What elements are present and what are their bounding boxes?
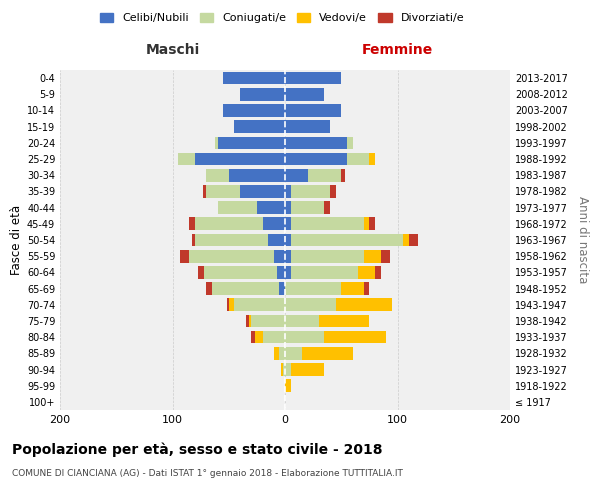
Bar	[285, 120, 330, 133]
Bar	[195, 218, 263, 230]
Bar	[215, 136, 218, 149]
Bar	[249, 314, 251, 328]
Bar	[285, 169, 308, 181]
Bar	[302, 347, 353, 360]
Bar	[203, 185, 206, 198]
Bar	[254, 331, 263, 344]
Bar	[290, 234, 403, 246]
Bar	[285, 363, 290, 376]
Bar	[380, 250, 389, 262]
Bar	[204, 266, 277, 278]
Bar	[285, 202, 290, 214]
Bar	[290, 363, 325, 376]
Bar	[330, 185, 335, 198]
Bar	[218, 202, 257, 214]
Bar	[199, 266, 204, 278]
Bar	[285, 234, 290, 246]
Bar	[347, 152, 370, 166]
Bar	[178, 152, 195, 166]
Bar	[281, 363, 283, 376]
Bar	[325, 202, 330, 214]
Bar	[325, 331, 386, 344]
Bar	[181, 250, 190, 262]
Bar	[290, 185, 330, 198]
Bar	[235, 298, 285, 311]
Bar	[223, 72, 285, 85]
Bar	[285, 72, 341, 85]
Bar	[240, 185, 285, 198]
Bar	[245, 314, 249, 328]
Bar	[212, 282, 280, 295]
Text: Popolazione per età, sesso e stato civile - 2018: Popolazione per età, sesso e stato civil…	[12, 442, 383, 457]
Bar	[229, 298, 235, 311]
Bar	[370, 218, 375, 230]
Bar	[223, 104, 285, 117]
Bar	[285, 266, 290, 278]
Bar	[195, 234, 268, 246]
Y-axis label: Fasce di età: Fasce di età	[10, 205, 23, 275]
Bar	[285, 250, 290, 262]
Text: Maschi: Maschi	[145, 43, 200, 57]
Bar	[285, 185, 290, 198]
Bar	[240, 88, 285, 101]
Bar	[375, 266, 380, 278]
Bar	[268, 234, 285, 246]
Bar	[263, 218, 285, 230]
Bar	[285, 104, 341, 117]
Bar	[403, 234, 409, 246]
Bar	[285, 152, 347, 166]
Bar	[285, 314, 319, 328]
Bar	[409, 234, 418, 246]
Bar	[347, 136, 353, 149]
Bar	[285, 347, 302, 360]
Bar	[364, 218, 370, 230]
Bar	[218, 136, 285, 149]
Bar	[195, 152, 285, 166]
Bar	[308, 169, 341, 181]
Bar	[206, 282, 212, 295]
Bar	[190, 250, 274, 262]
Bar	[206, 185, 240, 198]
Bar	[274, 250, 285, 262]
Bar	[358, 266, 375, 278]
Bar	[364, 250, 380, 262]
Bar	[229, 169, 285, 181]
Text: Femmine: Femmine	[362, 43, 433, 57]
Bar	[370, 152, 375, 166]
Bar	[285, 136, 347, 149]
Bar	[285, 218, 290, 230]
Bar	[280, 282, 285, 295]
Bar	[257, 202, 285, 214]
Bar	[285, 331, 325, 344]
Bar	[335, 298, 392, 311]
Bar	[190, 218, 195, 230]
Text: COMUNE DI CIANCIANA (AG) - Dati ISTAT 1° gennaio 2018 - Elaborazione TUTTITALIA.: COMUNE DI CIANCIANA (AG) - Dati ISTAT 1°…	[12, 469, 403, 478]
Legend: Celibi/Nubili, Coniugati/e, Vedovi/e, Divorziati/e: Celibi/Nubili, Coniugati/e, Vedovi/e, Di…	[95, 8, 469, 28]
Bar	[290, 250, 364, 262]
Bar	[285, 88, 325, 101]
Bar	[364, 282, 370, 295]
Bar	[206, 169, 229, 181]
Bar	[235, 120, 285, 133]
Bar	[227, 298, 229, 311]
Bar	[290, 266, 358, 278]
Bar	[290, 202, 325, 214]
Bar	[290, 218, 364, 230]
Bar	[280, 347, 285, 360]
Bar	[285, 380, 290, 392]
Bar	[283, 363, 285, 376]
Bar	[285, 282, 341, 295]
Bar	[263, 331, 285, 344]
Bar	[277, 266, 285, 278]
Bar	[341, 282, 364, 295]
Bar	[251, 314, 285, 328]
Bar	[285, 298, 335, 311]
Bar	[191, 234, 195, 246]
Bar	[251, 331, 254, 344]
Bar	[341, 169, 344, 181]
Y-axis label: Anni di nascita: Anni di nascita	[576, 196, 589, 284]
Bar	[274, 347, 280, 360]
Bar	[319, 314, 370, 328]
